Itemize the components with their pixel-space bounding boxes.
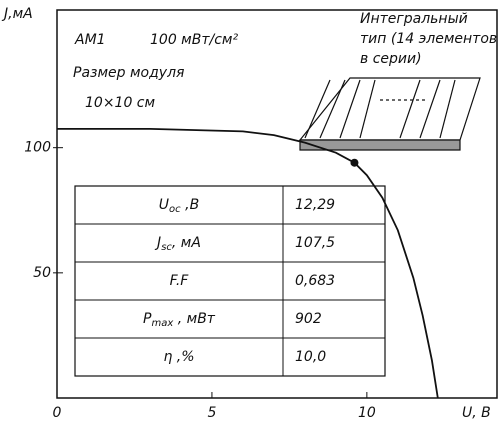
max-power-point [350,159,358,167]
x-axis-label: U, В [462,405,491,421]
row-value: 0,683 [295,273,335,289]
chart: J,мА U, В AM1 100 мВт/см² Размер модуля … [0,0,500,425]
y-tick-label: 50 [33,265,51,281]
annotation: Интегральный [360,11,468,27]
label-sub: max [151,318,173,329]
label-sub: sc [161,242,172,253]
label-unit: ,% [172,349,194,365]
label-symbol: F.F [170,273,190,289]
row-label: F.F [170,273,190,289]
annotation: 10×10 см [85,95,156,111]
annotation: тип (14 элементов [360,31,497,47]
label-unit: ,В [181,197,200,213]
y-tick-label: 100 [24,140,51,156]
label-unit: , мВт [173,311,216,327]
table-border [75,186,385,376]
annotation: в серии) [360,51,422,67]
row-label: η ,% [163,349,194,365]
x-tick-label: 5 [207,405,216,421]
x-tick-label: 0 [53,405,62,421]
row-value: 10,0 [295,349,326,365]
annotation: Размер модуля [73,65,184,81]
row-value: 107,5 [295,235,335,251]
label-sub: oc [169,204,181,215]
y-axis-label: J,мА [1,6,33,22]
x-tick-label: 10 [358,405,376,421]
module-sketch [300,78,480,150]
row-value: 902 [295,311,322,327]
row-value: 12,29 [295,197,335,213]
annotation: 100 мВт/см² [150,32,238,48]
label-symbol: η [163,349,172,365]
label-symbol: U [159,197,169,213]
label-unit: , мА [172,235,201,251]
annotation: AM1 [74,32,106,48]
row-label: Jsc, мА [154,235,201,253]
